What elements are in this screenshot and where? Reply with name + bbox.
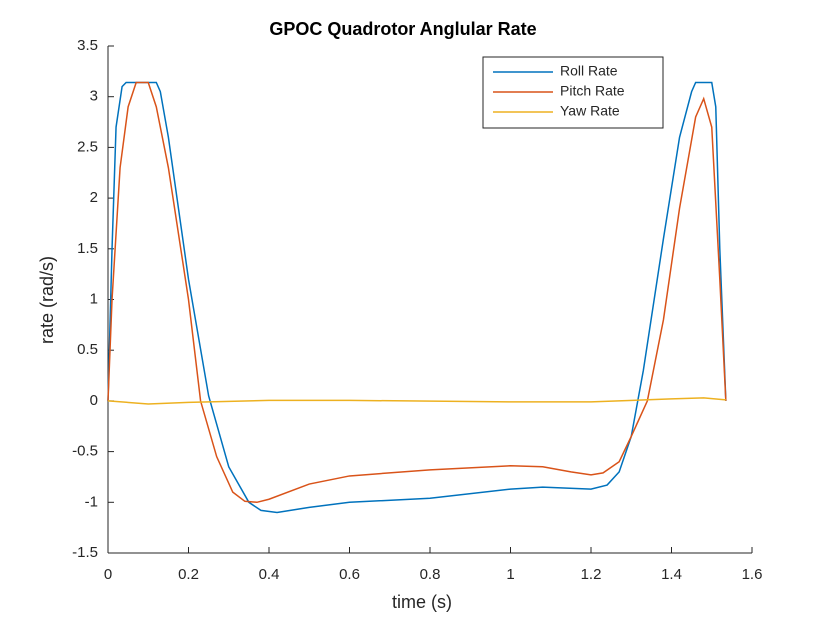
- x-tick-label: 1.4: [661, 566, 682, 583]
- x-tick-label: 1.2: [581, 566, 602, 583]
- y-tick-label: 3.5: [77, 37, 98, 54]
- y-tick-label: -1.5: [72, 544, 98, 561]
- chart-title: GPOC Quadrotor Anglular Rate: [269, 19, 536, 39]
- x-tick-label: 0: [104, 566, 112, 583]
- x-tick-label: 0.4: [259, 566, 280, 583]
- y-tick-label: -1: [85, 493, 98, 510]
- line-series: [107, 397, 726, 405]
- x-tick-label: 1.6: [742, 566, 763, 583]
- line-series: [107, 81, 727, 514]
- y-tick-label: 0: [90, 392, 98, 409]
- x-tick-label: 0.2: [178, 566, 199, 583]
- y-tick-label: 3: [90, 88, 98, 105]
- legend-label: Pitch Rate: [560, 83, 625, 99]
- x-tick-label: 1: [506, 566, 514, 583]
- y-axis-label: rate (rad/s): [37, 256, 57, 344]
- y-tick-label: 1.5: [77, 240, 98, 257]
- x-tick-label: 0.8: [420, 566, 441, 583]
- line-series: [107, 81, 727, 504]
- y-tick-label: -0.5: [72, 443, 98, 460]
- y-tick-label: 0.5: [77, 341, 98, 358]
- x-axis-label: time (s): [392, 592, 452, 612]
- x-tick-label: 0.6: [339, 566, 360, 583]
- legend-label: Yaw Rate: [560, 103, 620, 119]
- y-tick-label: 1: [90, 290, 98, 307]
- y-tick-label: 2: [90, 189, 98, 206]
- legend-label: Roll Rate: [560, 63, 618, 79]
- y-tick-label: 2.5: [77, 138, 98, 155]
